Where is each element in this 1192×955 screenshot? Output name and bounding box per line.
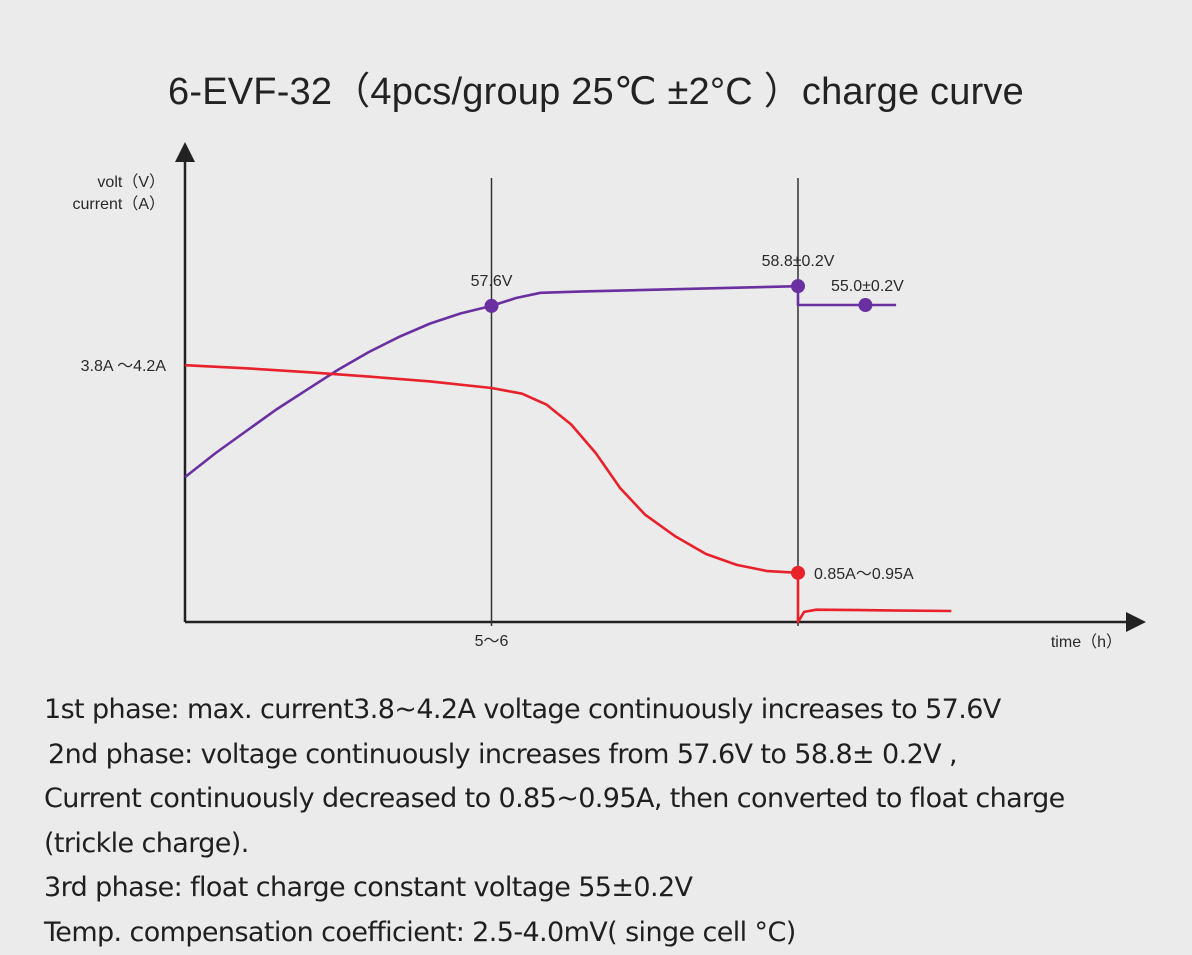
y-axis-label-current: current（A）	[73, 195, 165, 213]
note-line: 3rd phase: float charge constant voltage…	[44, 866, 1174, 911]
note-line: (trickle charge).	[44, 822, 1174, 867]
note-line: 2nd phase: voltage continuously increase…	[44, 733, 1174, 778]
data-point	[791, 566, 805, 580]
note-line: 1st phase: max. current3.8~4.2A voltage …	[44, 688, 1174, 733]
data-label: 55.0±0.2V	[831, 278, 904, 295]
phase-notes: 1st phase: max. current3.8~4.2A voltage …	[44, 688, 1174, 955]
data-point	[858, 298, 872, 312]
note-line: Current continuously decreased to 0.85~0…	[44, 777, 1174, 822]
series-line-0	[185, 286, 896, 477]
chart-plot: volt（V） current（A） time（h） 5～6 57.6V 58.8±0.2…	[0, 0, 1192, 680]
x-axis-label: time（h）	[1051, 633, 1122, 651]
data-label: 57.6V	[471, 273, 513, 290]
data-point	[485, 299, 499, 313]
data-label: 0.85A～0.95A	[814, 566, 914, 583]
y-axis-label-volt: volt（V）	[97, 173, 165, 191]
note-line: Temp. compensation coefficient: 2.5-4.0m…	[44, 911, 1174, 955]
data-point	[791, 279, 805, 293]
series-line-1	[185, 365, 951, 622]
x-tick-label: 5～6	[475, 633, 509, 650]
current-start-label: 3.8A ～4.2A	[81, 358, 167, 375]
data-label: 58.8±0.2V	[762, 253, 835, 270]
